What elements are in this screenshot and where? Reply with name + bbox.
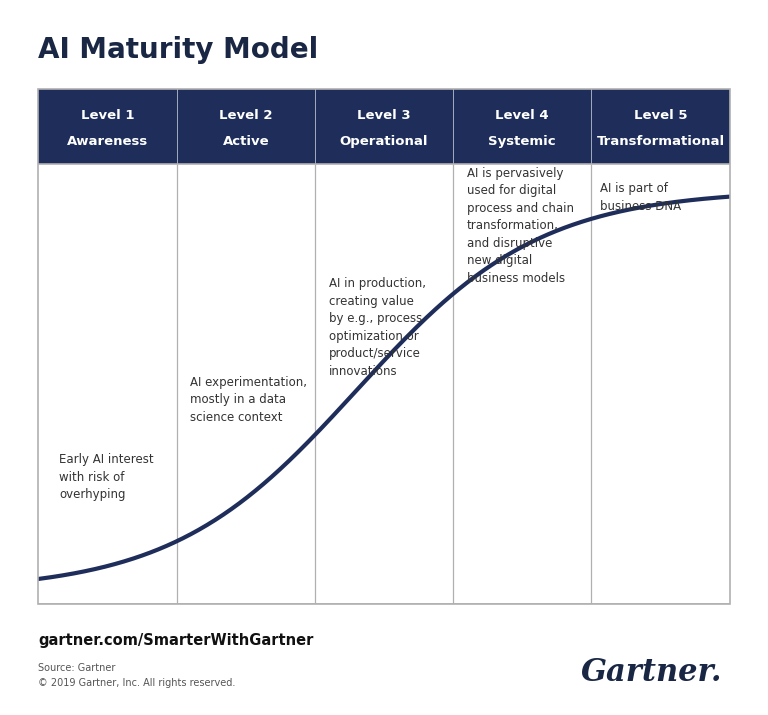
Text: Awareness: Awareness	[67, 135, 148, 148]
Text: Gartner.: Gartner.	[581, 656, 722, 688]
Text: Source: Gartner: Source: Gartner	[38, 663, 116, 673]
Text: Level 3: Level 3	[357, 109, 411, 122]
Text: Active: Active	[223, 135, 269, 148]
Bar	[177, 89, 315, 164]
Bar	[38, 89, 177, 164]
Text: © 2019 Gartner, Inc. All rights reserved.: © 2019 Gartner, Inc. All rights reserved…	[38, 678, 236, 688]
Text: Systemic: Systemic	[488, 135, 556, 148]
Text: Level 4: Level 4	[495, 109, 549, 122]
Bar	[315, 89, 453, 164]
Text: Level 1: Level 1	[81, 109, 134, 122]
Text: AI in production,
creating value
by e.g., process
optimization or
product/servic: AI in production, creating value by e.g.…	[329, 277, 425, 378]
Text: Operational: Operational	[339, 135, 429, 148]
Text: AI experimentation,
mostly in a data
science context: AI experimentation, mostly in a data sci…	[190, 376, 307, 424]
Text: Level 5: Level 5	[634, 109, 687, 122]
Text: gartner.com/SmarterWithGartner: gartner.com/SmarterWithGartner	[38, 633, 314, 648]
Text: AI is part of
business DNA: AI is part of business DNA	[600, 182, 680, 213]
Text: Level 2: Level 2	[219, 109, 273, 122]
Text: Transformational: Transformational	[597, 135, 724, 148]
Text: Early AI interest
with risk of
overhyping: Early AI interest with risk of overhypin…	[59, 453, 154, 501]
Bar	[453, 89, 591, 164]
Text: AI is pervasively
used for digital
process and chain
transformation,
and disrupt: AI is pervasively used for digital proce…	[467, 167, 574, 285]
Bar	[591, 89, 730, 164]
Text: AI Maturity Model: AI Maturity Model	[38, 36, 319, 64]
